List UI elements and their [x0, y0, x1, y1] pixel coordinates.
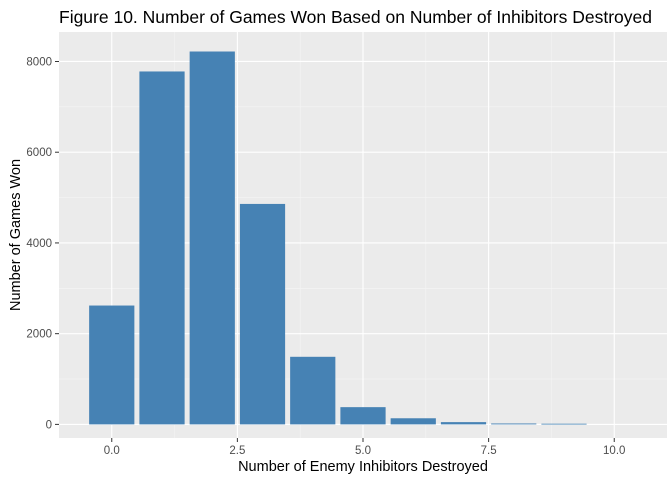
- bars: [89, 51, 587, 425]
- x-tick-label: 0.0: [104, 445, 120, 457]
- bar: [440, 422, 487, 425]
- x-tick-label: 10.0: [603, 445, 625, 457]
- x-tick-label: 2.5: [229, 445, 245, 457]
- bar: [340, 407, 386, 425]
- y-tick-label: 4000: [26, 238, 52, 250]
- chart-title: Figure 10. Number of Games Won Based on …: [59, 7, 652, 27]
- y-tick-label: 0: [46, 419, 52, 431]
- x-axis: 0.0 2.5 5.0 7.5 10.0: [104, 438, 625, 457]
- x-tick-label: 5.0: [355, 445, 371, 457]
- bar: [189, 51, 235, 425]
- bar: [89, 305, 135, 425]
- x-axis-label: Number of Enemy Inhibitors Destroyed: [238, 459, 488, 475]
- bar: [139, 71, 185, 425]
- y-tick-label: 8000: [26, 56, 52, 68]
- bar: [290, 356, 336, 425]
- y-axis-label: Number of Games Won: [8, 159, 24, 311]
- bar: [390, 418, 436, 425]
- y-tick-label: 2000: [26, 329, 52, 341]
- y-axis: 0 2000 4000 6000 8000: [26, 56, 59, 431]
- bar: [491, 423, 537, 425]
- bar: [541, 423, 587, 425]
- bar: [239, 203, 286, 425]
- x-tick-label: 7.5: [481, 445, 497, 457]
- y-tick-label: 6000: [26, 147, 52, 159]
